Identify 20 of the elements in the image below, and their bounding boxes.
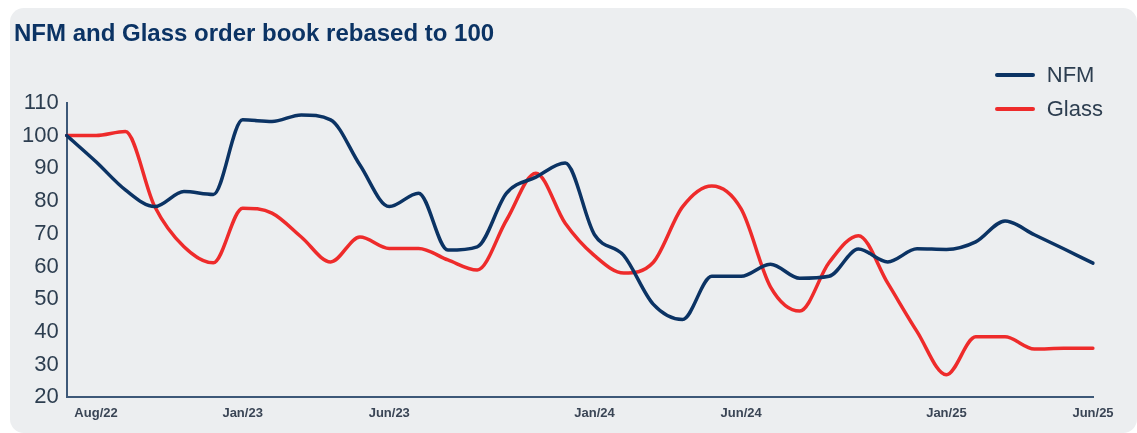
y-tick-label: 110: [23, 88, 59, 114]
y-tick-label: 40: [34, 318, 59, 343]
legend-label: NFM: [1046, 62, 1095, 88]
y-tick-label: 60: [34, 252, 59, 278]
legend-label: Glass: [1046, 96, 1103, 122]
y-tick-label: 70: [34, 219, 59, 245]
x-tick-label: Jun/23: [368, 404, 410, 420]
x-tick-label: Jan/25: [926, 404, 967, 420]
y-tick-label: 20: [34, 383, 59, 409]
x-tick-label: Jan/23: [222, 404, 263, 420]
y-tick-label: 80: [34, 187, 59, 213]
y-tick-label: 30: [34, 350, 59, 376]
x-tick-label: Jan/24: [574, 404, 616, 420]
y-tick-label: 90: [34, 154, 59, 180]
x-tick-label: Aug/22: [74, 404, 118, 420]
y-tick-label: 50: [34, 285, 59, 311]
x-tick-label: Jun/24: [720, 404, 763, 420]
y-tick-label: 100: [21, 121, 59, 147]
chart-title: NFM and Glass order book rebased to 100: [14, 19, 495, 47]
x-tick-label: Jun/25: [1072, 404, 1114, 420]
